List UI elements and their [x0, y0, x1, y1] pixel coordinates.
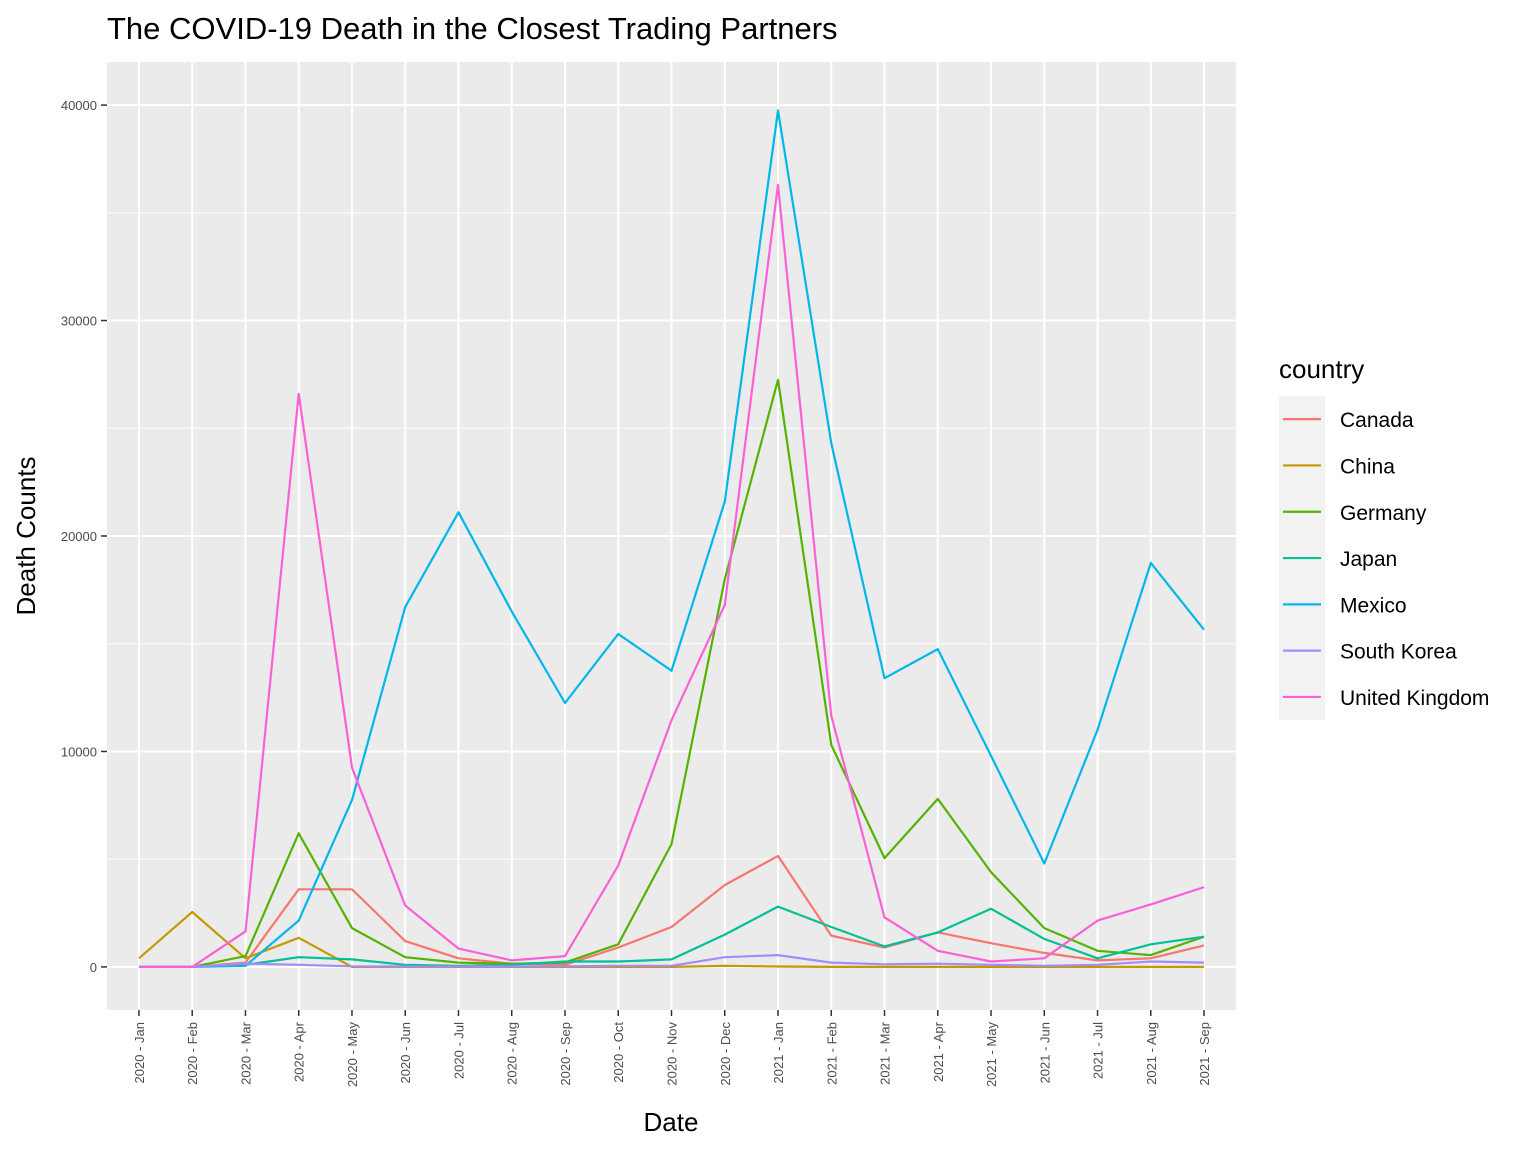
x-axis-title: Date [644, 1107, 699, 1137]
x-tick-label: 2021 - Jan [771, 1022, 786, 1083]
y-tick-label: 40000 [61, 98, 97, 113]
x-tick-label: 2020 - Mar [239, 1021, 254, 1085]
series-line-mexico [139, 109, 1205, 969]
legend-items: Canada China Germany Japan Mexico South Korea… [1279, 396, 1489, 721]
series-line-canada [139, 854, 1205, 969]
x-tick-label: 2020 - Jan [132, 1022, 147, 1083]
x-tick-label: 2021 - Jun [1037, 1022, 1052, 1083]
x-axis-ticks: 2020 - Jan 2020 - Feb 2020 - Mar 2020 - Apr… [132, 1010, 1212, 1087]
x-tick-label: 2021 - Jul [1091, 1022, 1106, 1079]
series-line-united-kingdom [139, 183, 1205, 969]
y-tick-label: 10000 [61, 744, 97, 759]
x-tick-label: 2020 - Apr [292, 1021, 307, 1082]
legend-label-japan: Japan [1340, 548, 1397, 571]
x-tick-label: 2021 - Apr [931, 1021, 946, 1082]
series-line-south-korea [139, 953, 1205, 969]
legend-label-mexico: Mexico [1340, 594, 1407, 617]
legend-label-germany: Germany [1340, 502, 1427, 525]
series-line-china [138, 910, 1204, 969]
legend-label-south-korea: South Korea [1340, 641, 1457, 664]
x-tick-label: 2020 - Dec [718, 1022, 733, 1086]
major-gridlines [107, 62, 1236, 1010]
x-tick-label: 2021 - Aug [1144, 1022, 1159, 1085]
legend-title: country [1279, 354, 1364, 384]
y-tick-label: 30000 [61, 314, 97, 329]
x-tick-label: 2020 - May [345, 1022, 360, 1088]
x-tick-label: 2020 - Jul [452, 1022, 467, 1079]
y-tick-label: 0 [90, 960, 97, 975]
x-tick-label: 2021 - Feb [824, 1022, 839, 1085]
x-tick-label: 2020 - Feb [185, 1022, 200, 1085]
series-line-japan [139, 905, 1205, 969]
y-axis-ticks: 0 10000 20000 30000 40000 [61, 98, 107, 975]
x-tick-label: 2020 - Sep [558, 1022, 573, 1086]
legend-label-united-kingdom: United Kingdom [1340, 687, 1489, 710]
y-tick-label: 20000 [61, 529, 97, 544]
legend-label-canada: Canada [1340, 409, 1414, 432]
x-tick-label: 2021 - Sep [1197, 1022, 1212, 1086]
x-tick-label: 2020 - Jun [398, 1022, 413, 1083]
x-tick-label: 2020 - Oct [611, 1022, 626, 1083]
x-tick-label: 2021 - May [984, 1022, 999, 1088]
x-tick-label: 2020 - Aug [505, 1022, 520, 1085]
legend-label-china: China [1340, 455, 1395, 478]
series-lines [138, 109, 1205, 969]
y-axis-title: Death Counts [11, 457, 41, 616]
x-tick-label: 2020 - Nov [665, 1022, 680, 1086]
chart-title: The COVID-19 Death in the Closest Tradin… [107, 11, 838, 46]
series-line-germany [139, 378, 1205, 969]
legend: country Canada China Germany Japan Mexico Sou… [1279, 354, 1489, 721]
x-tick-label: 2021 - Mar [878, 1021, 893, 1085]
